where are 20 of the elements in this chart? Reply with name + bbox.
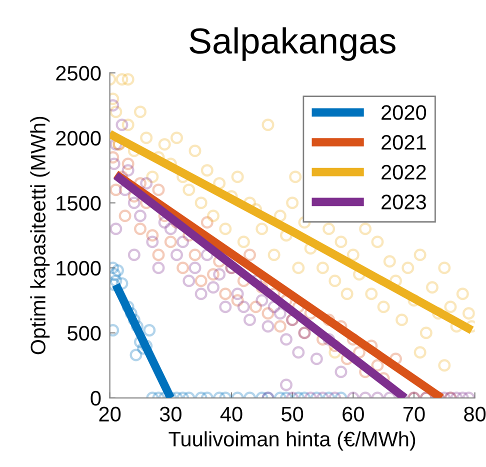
x-tick-label: 70 <box>403 406 425 422</box>
x-tick-label: 50 <box>282 406 304 422</box>
y-tick-label: 1500 <box>56 196 101 211</box>
legend-label: 2023 <box>382 194 426 210</box>
legend-label: 2020 <box>382 105 426 120</box>
y-tick-label: 1000 <box>56 260 101 276</box>
chart-title: Salpakangas <box>190 27 396 61</box>
x-tick-label: 80 <box>464 406 486 422</box>
x-tick-label: 60 <box>342 406 364 422</box>
x-tick-label: 30 <box>160 406 182 422</box>
x-tick-label: 20 <box>99 406 121 422</box>
y-tick-label: 0 <box>90 390 101 406</box>
legend-label: 2022 <box>382 164 426 180</box>
y-tick-label: 2500 <box>56 66 101 81</box>
legend-label: 2021 <box>382 134 426 150</box>
x-axis-title: Tuulivoiman hinta (€/MWh) <box>168 431 416 451</box>
y-axis-title: Optimi kapasiteetti (MWh) <box>30 116 50 354</box>
y-tick-label: 500 <box>68 326 101 341</box>
y-tick-label: 2000 <box>56 130 101 146</box>
x-tick-label: 40 <box>220 406 242 422</box>
